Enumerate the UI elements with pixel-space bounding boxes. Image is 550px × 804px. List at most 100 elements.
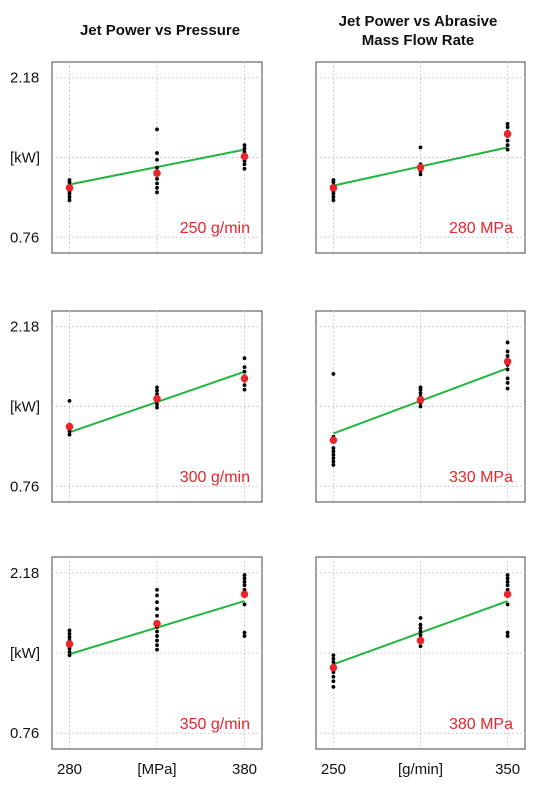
data-point bbox=[331, 653, 336, 658]
data-point bbox=[418, 633, 423, 637]
data-point bbox=[67, 398, 72, 403]
data-point bbox=[505, 579, 510, 584]
data-point bbox=[242, 573, 247, 577]
condition-annotation: 280 MPa bbox=[449, 220, 513, 237]
column-title-pressure: Jet Power vs Pressure bbox=[80, 22, 240, 39]
data-point bbox=[155, 629, 159, 634]
y-tick-label: 0.76 bbox=[10, 478, 39, 495]
plot-panel-2: 280 MPa bbox=[315, 61, 526, 254]
data-point bbox=[155, 593, 159, 598]
column-title-line: Jet Power vs Abrasive bbox=[339, 13, 498, 30]
data-point bbox=[155, 181, 159, 186]
data-point bbox=[505, 147, 510, 152]
y-tick-label: [kW] bbox=[10, 645, 40, 662]
data-point bbox=[242, 583, 247, 588]
data-point bbox=[331, 456, 336, 461]
data-point bbox=[418, 172, 423, 177]
mean-point bbox=[240, 590, 249, 599]
data-point bbox=[155, 157, 159, 162]
data-point bbox=[155, 385, 159, 390]
x-tick-label: [MPa] bbox=[137, 761, 176, 778]
data-point bbox=[418, 622, 423, 627]
condition-annotation: 330 MPa bbox=[449, 469, 513, 486]
y-tick-label: 0.76 bbox=[10, 725, 39, 742]
data-point bbox=[418, 616, 423, 620]
data-point bbox=[418, 404, 423, 409]
condition-annotation: 350 g/min bbox=[180, 716, 250, 733]
y-tick-label: 2.18 bbox=[10, 70, 39, 87]
data-point bbox=[418, 629, 423, 634]
data-point bbox=[505, 573, 510, 577]
data-point bbox=[67, 178, 72, 182]
data-point bbox=[418, 385, 423, 390]
data-point bbox=[331, 674, 336, 679]
data-point bbox=[331, 178, 336, 182]
data-point bbox=[331, 463, 336, 467]
data-point bbox=[242, 602, 247, 607]
data-point bbox=[67, 635, 72, 640]
mean-point bbox=[153, 169, 161, 178]
data-point bbox=[505, 121, 510, 126]
data-point bbox=[155, 176, 159, 181]
mean-point bbox=[153, 619, 161, 628]
data-point bbox=[331, 198, 336, 203]
data-point bbox=[331, 660, 336, 664]
mean-point bbox=[240, 152, 249, 161]
mean-point bbox=[503, 590, 512, 599]
data-point bbox=[418, 391, 423, 395]
data-point bbox=[67, 432, 72, 437]
x-tick-label: [g/min] bbox=[398, 761, 443, 778]
data-point bbox=[418, 145, 423, 150]
data-point bbox=[505, 340, 510, 345]
data-point bbox=[331, 372, 336, 376]
data-point bbox=[242, 146, 247, 151]
mean-point bbox=[329, 663, 338, 672]
data-point bbox=[505, 354, 510, 358]
data-point bbox=[242, 630, 247, 635]
data-point bbox=[505, 630, 510, 635]
data-point bbox=[155, 388, 159, 393]
data-point bbox=[418, 626, 423, 631]
data-point bbox=[155, 190, 159, 195]
data-point bbox=[242, 365, 247, 370]
data-point bbox=[505, 576, 510, 581]
data-point bbox=[505, 602, 510, 607]
condition-annotation: 300 g/min bbox=[180, 469, 250, 486]
data-point bbox=[155, 647, 159, 652]
data-point bbox=[242, 166, 247, 171]
data-point bbox=[242, 634, 247, 638]
data-point bbox=[155, 402, 159, 407]
x-tick-label: 250 bbox=[321, 761, 346, 778]
plot-panel-5: 2.18 [kW] 0.76 280 [MPa] 380 350 g/min bbox=[10, 556, 263, 778]
data-point bbox=[155, 613, 159, 618]
x-tick-label: 380 bbox=[232, 761, 257, 778]
data-point bbox=[242, 369, 247, 374]
mean-point bbox=[65, 422, 74, 431]
data-point bbox=[155, 185, 159, 190]
x-tick-label: 280 bbox=[57, 761, 82, 778]
data-point bbox=[67, 649, 72, 654]
column-title-abrasive: Jet Power vs Abrasive Mass Flow Rate bbox=[339, 13, 498, 49]
data-point bbox=[242, 579, 247, 584]
mean-point bbox=[503, 130, 512, 138]
mean-point bbox=[416, 636, 425, 645]
mean-point bbox=[329, 184, 338, 192]
y-tick-label: 2.18 bbox=[10, 319, 39, 336]
data-point bbox=[331, 459, 336, 464]
data-point bbox=[155, 151, 159, 155]
plot-panel-3: 2.18 [kW] 0.76 300 g/min bbox=[10, 310, 263, 503]
mean-point bbox=[65, 184, 74, 192]
data-point bbox=[418, 644, 423, 649]
data-point bbox=[505, 634, 510, 638]
data-point bbox=[155, 634, 159, 638]
data-point bbox=[331, 194, 336, 199]
data-point bbox=[331, 656, 336, 661]
plot-panel-1: 2.18 [kW] 0.76 250 g/min bbox=[10, 61, 263, 254]
data-point bbox=[505, 381, 510, 385]
data-point bbox=[505, 138, 510, 143]
data-point bbox=[331, 679, 336, 684]
data-point bbox=[155, 600, 159, 605]
data-point bbox=[505, 583, 510, 588]
data-point bbox=[505, 386, 510, 391]
